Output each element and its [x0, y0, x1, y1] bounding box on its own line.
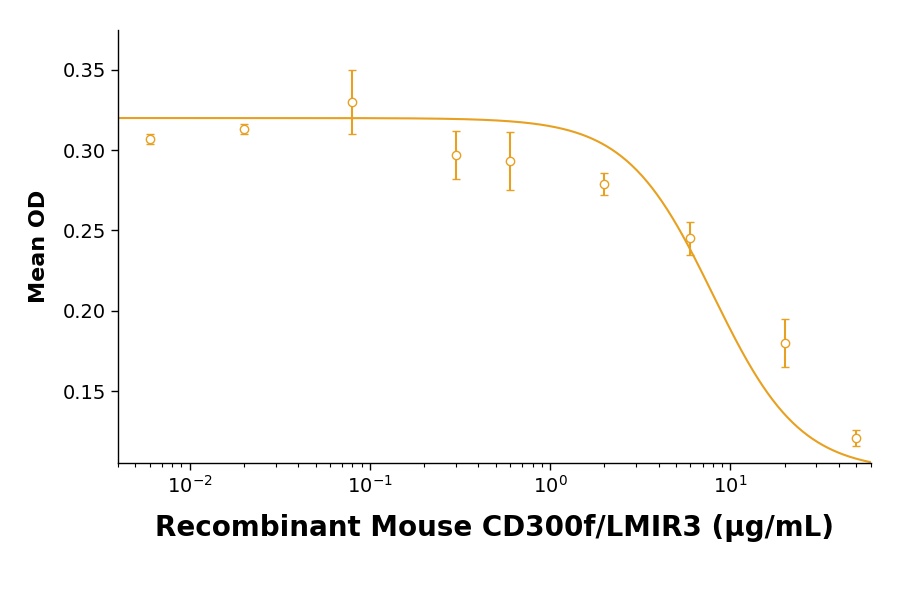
X-axis label: Recombinant Mouse CD300f/LMIR3 (μg/mL): Recombinant Mouse CD300f/LMIR3 (μg/mL)	[155, 514, 834, 542]
Y-axis label: Mean OD: Mean OD	[29, 190, 49, 303]
